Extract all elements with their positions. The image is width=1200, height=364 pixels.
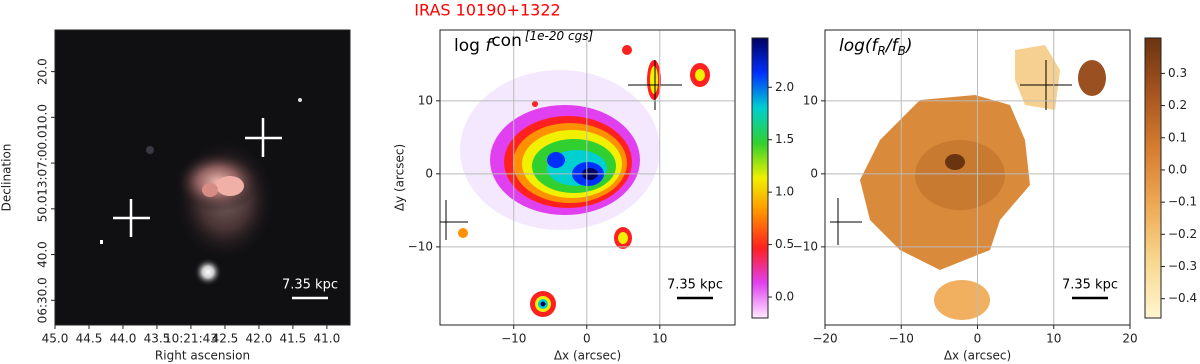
y-tick-label: 10.0 bbox=[36, 104, 50, 131]
x-tick-label: 10:21:43 bbox=[164, 332, 218, 346]
y-tick-label: 0 bbox=[425, 166, 433, 180]
colorbar-tick-label: −0.2 bbox=[1168, 227, 1197, 241]
x-tick-label: 42.0 bbox=[246, 332, 273, 346]
colorbar-tick-label: 0.0 bbox=[775, 290, 794, 304]
panel-label-part: R bbox=[878, 44, 886, 58]
x-tick-label: 10 bbox=[652, 332, 667, 346]
x-axis-label: Right ascension bbox=[155, 349, 250, 363]
x-tick-label: 0 bbox=[974, 332, 982, 346]
y-tick-label: 40.0 bbox=[36, 241, 50, 268]
x-tick-label: 45.0 bbox=[42, 332, 69, 346]
x-tick-label: 0 bbox=[583, 332, 591, 346]
panel-label-part: con bbox=[491, 31, 522, 51]
x-tick-label: −20 bbox=[812, 332, 837, 346]
colorbar-tick-label: 0.2 bbox=[1168, 98, 1187, 112]
x-tick-label: 44.0 bbox=[110, 332, 137, 346]
x-tick-label: −10 bbox=[501, 332, 526, 346]
colorbar-tick-label: −0.3 bbox=[1168, 259, 1197, 273]
y-tick-label: 10 bbox=[803, 93, 818, 107]
color-map bbox=[830, 45, 1106, 320]
panel-label: log(fR/fB) bbox=[839, 36, 912, 58]
colorbar-tick-label: −0.1 bbox=[1168, 195, 1197, 209]
x-tick-label: 10 bbox=[1046, 332, 1061, 346]
x-tick-label: 43.5 bbox=[144, 332, 171, 346]
colorbar-tick-label: 0.3 bbox=[1168, 66, 1187, 80]
y-tick-label: −10 bbox=[408, 239, 433, 253]
colorbar-tick-label: 1.0 bbox=[775, 185, 794, 199]
panel-label-part: f bbox=[485, 36, 494, 56]
panel-label-part: B bbox=[898, 44, 906, 58]
y-tick-label: 0 bbox=[810, 166, 818, 180]
plot-frame bbox=[54, 29, 351, 326]
colorbar-tick-label: −0.4 bbox=[1168, 291, 1197, 305]
y-tick-label: 20.0 bbox=[36, 58, 50, 85]
x-tick-label: 44.5 bbox=[76, 332, 103, 346]
x-axis-label: Δx (arcsec) bbox=[554, 349, 621, 363]
y-tick-label: 50.0 bbox=[36, 195, 50, 222]
sky-image bbox=[55, 30, 350, 325]
flux-map bbox=[440, 45, 710, 317]
colorbar-tick-label: 1.5 bbox=[775, 132, 794, 146]
colorbar bbox=[751, 37, 769, 319]
y-axis-label: Declination bbox=[0, 144, 14, 212]
y-tick-label: 06:30.0 bbox=[36, 277, 50, 323]
colorbar-tick-label: 2.0 bbox=[775, 80, 794, 94]
x-tick-label: 20 bbox=[1122, 332, 1137, 346]
y-tick-label: 10 bbox=[418, 93, 433, 107]
chart-title: IRAS 10190+1322 bbox=[414, 1, 560, 20]
panel-label: log fcon [1e-20 cgs] bbox=[454, 29, 593, 57]
y-axis-label: Δy (arcsec) bbox=[393, 144, 407, 211]
colorbar bbox=[1144, 37, 1162, 319]
panel-label-part: log(f bbox=[839, 36, 881, 56]
colorbar-tick-label: 0.5 bbox=[775, 237, 794, 251]
plot-frame bbox=[824, 29, 1131, 326]
panel-label-part: [1e-20 cgs] bbox=[525, 29, 594, 43]
colorbar-tick-label: 0.1 bbox=[1168, 130, 1187, 144]
x-tick-label: −10 bbox=[889, 332, 914, 346]
panel-label-part: ) bbox=[904, 36, 913, 56]
x-axis-label: Δx (arcsec) bbox=[944, 349, 1011, 363]
scale-bar-label: 7.35 kpc bbox=[667, 278, 723, 293]
y-tick-label: −10 bbox=[793, 239, 818, 253]
panel-label-part: log bbox=[454, 36, 485, 56]
x-tick-label: 42.5 bbox=[212, 332, 239, 346]
y-tick-label: 13:07:00.0 bbox=[36, 130, 50, 195]
plot-frame bbox=[439, 29, 736, 326]
scale-bar-label: 7.35 kpc bbox=[282, 278, 338, 293]
scale-bar-label: 7.35 kpc bbox=[1062, 278, 1118, 293]
x-tick-label: 41.5 bbox=[280, 332, 307, 346]
x-tick-label: 41.0 bbox=[314, 332, 341, 346]
panel-label-part: /f bbox=[884, 36, 901, 56]
colorbar-tick-label: 0.0 bbox=[1168, 162, 1187, 176]
